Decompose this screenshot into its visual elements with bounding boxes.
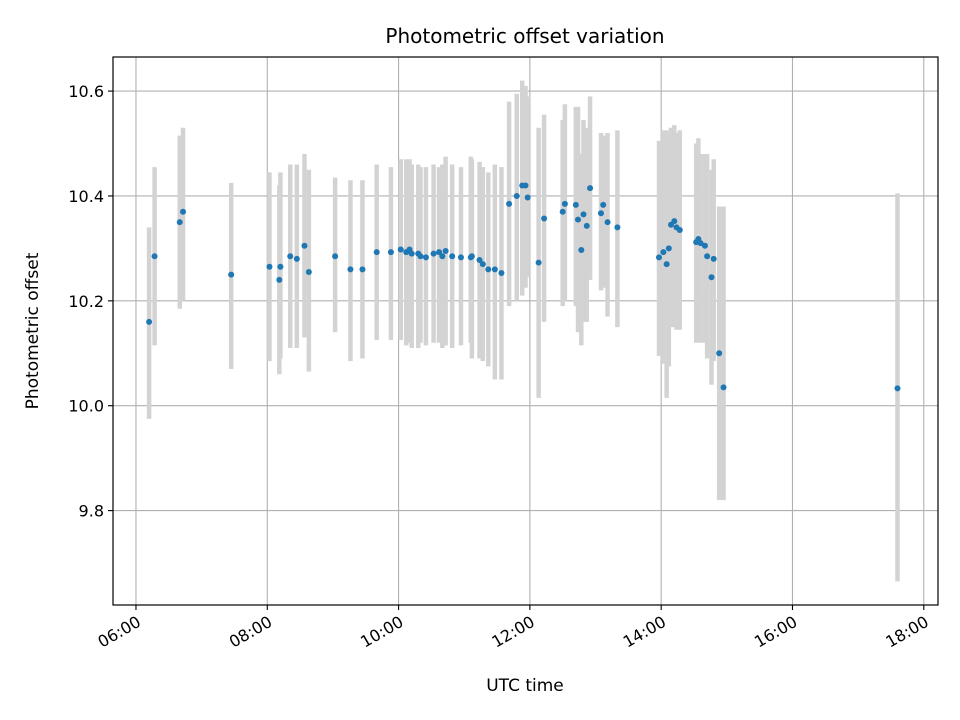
y-axis-ticks: 9.8 10.0 10.2 10.4 10.6 xyxy=(68,82,113,521)
data-point xyxy=(506,200,513,207)
data-point xyxy=(597,210,604,217)
data-point xyxy=(277,263,284,270)
data-point xyxy=(305,269,312,276)
data-point xyxy=(276,276,283,283)
data-point xyxy=(293,255,300,262)
data-point xyxy=(468,253,475,260)
data-point xyxy=(660,249,667,256)
data-point xyxy=(522,182,529,189)
data-point xyxy=(485,266,492,273)
data-point xyxy=(600,201,607,208)
data-point xyxy=(449,253,456,260)
data-point xyxy=(513,192,520,199)
data-point xyxy=(665,245,672,252)
data-points xyxy=(146,182,901,392)
data-point xyxy=(301,242,308,249)
data-point xyxy=(559,208,566,215)
data-point xyxy=(373,249,380,256)
data-point xyxy=(146,318,153,325)
data-point xyxy=(697,240,704,247)
data-point xyxy=(572,201,579,208)
data-point xyxy=(436,249,443,256)
data-point xyxy=(397,246,404,253)
data-point xyxy=(535,259,542,266)
data-point xyxy=(710,255,717,262)
data-point xyxy=(287,253,294,260)
x-axis-title: UTC time xyxy=(486,676,564,696)
data-point xyxy=(583,222,590,229)
data-point xyxy=(180,208,187,215)
data-point xyxy=(894,385,901,392)
data-point xyxy=(614,224,621,231)
data-point xyxy=(701,242,708,249)
data-point xyxy=(457,254,464,261)
data-point xyxy=(359,266,366,273)
plot-area-frame xyxy=(112,56,939,606)
y-tick-label: 9.8 xyxy=(79,502,104,521)
data-point xyxy=(655,254,662,261)
data-point xyxy=(671,218,678,225)
data-point xyxy=(716,350,723,357)
data-point xyxy=(491,266,498,273)
y-axis-title: Photometric offset xyxy=(23,252,43,409)
data-point xyxy=(176,219,183,226)
data-point xyxy=(476,256,483,263)
data-point xyxy=(704,253,711,260)
data-point xyxy=(578,246,585,253)
data-point xyxy=(561,200,568,207)
data-point xyxy=(422,254,429,261)
y-tick-label: 10.0 xyxy=(68,397,104,416)
data-point xyxy=(408,250,415,257)
data-point xyxy=(442,248,449,255)
y-tick-label: 10.4 xyxy=(68,187,104,206)
data-point xyxy=(430,250,437,257)
data-point xyxy=(720,384,727,391)
data-point xyxy=(663,261,670,268)
y-tick-label: 10.2 xyxy=(68,292,104,311)
data-point xyxy=(604,219,611,226)
data-point xyxy=(387,249,394,256)
data-point xyxy=(524,194,531,201)
data-point xyxy=(347,266,354,273)
data-point xyxy=(587,185,594,192)
data-point xyxy=(498,270,505,277)
data-point xyxy=(417,253,424,260)
data-point xyxy=(439,253,446,260)
data-point xyxy=(708,274,715,281)
y-tick-label: 10.6 xyxy=(68,82,104,101)
data-point xyxy=(332,253,339,260)
data-point xyxy=(479,261,486,268)
data-point xyxy=(676,227,683,234)
data-point xyxy=(151,253,158,260)
chart-title: Photometric offset variation xyxy=(385,24,664,48)
data-point xyxy=(575,216,582,223)
data-point xyxy=(541,215,548,222)
data-point xyxy=(266,263,273,270)
data-point xyxy=(228,271,235,278)
data-point xyxy=(580,211,587,218)
